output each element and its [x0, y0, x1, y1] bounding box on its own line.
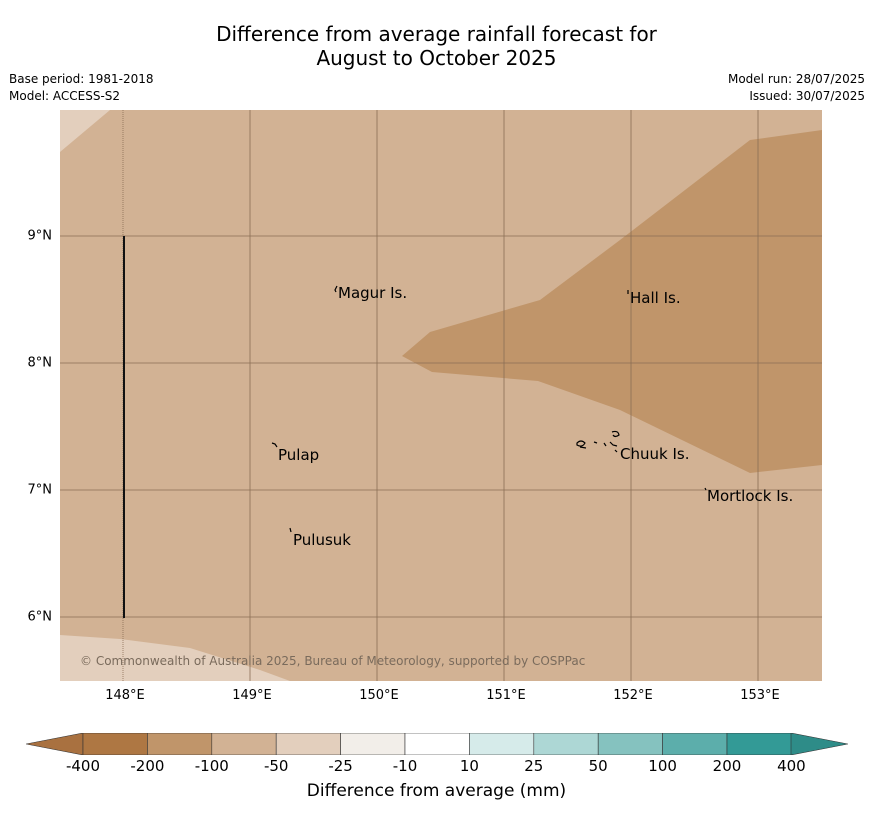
colorbar-segment — [533, 733, 599, 755]
lat-label-7: 7°N — [27, 482, 53, 498]
colorbar-tick-label: -100 — [194, 757, 229, 775]
island-marks — [271, 285, 707, 533]
island-pulap — [271, 442, 278, 448]
colorbar-segment — [469, 733, 535, 755]
lon-label-151: 151°E — [486, 688, 526, 703]
issued-date: Issued: 30/07/2025 — [749, 89, 865, 103]
colorbar-extend-low — [26, 733, 84, 755]
colorbar-tick-label: 25 — [524, 757, 544, 775]
colorbar-tick-label: -50 — [263, 757, 289, 775]
lon-label-148: 148°E — [105, 688, 145, 703]
colorbar-extend-high — [790, 733, 848, 755]
colorbar-tick-label: 200 — [712, 757, 742, 775]
lon-label-152: 152°E — [613, 688, 653, 703]
place-magur: Magur Is. — [338, 284, 408, 302]
model-name: Model: ACCESS-S2 — [9, 89, 121, 103]
colorbar-tick-label: -10 — [392, 757, 418, 775]
colorbar-tick-label: 10 — [459, 757, 479, 775]
island-chuuk — [576, 430, 620, 453]
colorbar-segment — [211, 733, 277, 755]
lon-label-150: 150°E — [359, 688, 399, 703]
place-mortlock: Mortlock Is. — [707, 487, 794, 505]
colorbar-segment — [275, 733, 341, 755]
place-hall: Hall Is. — [630, 289, 681, 307]
colorbar-segments — [82, 733, 792, 755]
colorbar-tick-label: -200 — [130, 757, 165, 775]
title-line-2: August to October 2025 — [316, 46, 557, 70]
place-pulap: Pulap — [278, 446, 320, 464]
meta-right: Model run: 28/07/2025 Issued: 30/07/2025 — [728, 71, 865, 105]
colorbar-segment — [662, 733, 728, 755]
dry-wedge-zone — [402, 130, 822, 473]
map-svg — [60, 110, 822, 681]
colorbar-segment — [340, 733, 406, 755]
lon-label-149: 149°E — [232, 688, 272, 703]
base-period: Base period: 1981-2018 — [9, 72, 154, 86]
colorbar-tick-label: -25 — [328, 757, 353, 775]
grid-lines — [60, 110, 822, 681]
colorbar-label: Difference from average (mm) — [306, 781, 567, 801]
colorbar-tick-label: -400 — [65, 757, 101, 775]
colorbar-segment — [147, 733, 213, 755]
model-run: Model run: 28/07/2025 — [727, 72, 865, 86]
lat-label-9: 9°N — [27, 228, 53, 244]
colorbar-segment — [726, 733, 792, 755]
island-pulusuk — [289, 527, 292, 533]
colorbar-tick-label: 50 — [588, 757, 608, 775]
chart-title: Difference from average rainfall forecas… — [0, 22, 873, 70]
lat-label-6: 6°N — [27, 609, 53, 625]
meta-left: Base period: 1981-2018 Model: ACCESS-S2 — [9, 71, 154, 105]
lat-label-8: 8°N — [27, 355, 53, 371]
colorbar-segment — [597, 733, 663, 755]
colorbar-segment — [404, 733, 470, 755]
place-pulusuk: Pulusuk — [293, 531, 351, 549]
island-magur — [334, 285, 338, 293]
place-chuuk: Chuuk Is. — [620, 445, 690, 463]
light-zone-bottom-left — [60, 635, 290, 681]
colorbar — [26, 733, 848, 755]
rainfall-map — [60, 110, 822, 681]
lon-label-153: 153°E — [740, 688, 780, 703]
copyright-text: © Commonwealth of Australia 2025, Bureau… — [80, 654, 586, 668]
light-zone-top-left — [60, 110, 110, 152]
colorbar-tick-label: 100 — [648, 757, 677, 775]
colorbar-segment — [82, 733, 148, 755]
colorbar-tick-label: 400 — [777, 757, 806, 775]
title-line-1: Difference from average rainfall forecas… — [216, 22, 657, 46]
island-mortlock — [704, 487, 707, 491]
